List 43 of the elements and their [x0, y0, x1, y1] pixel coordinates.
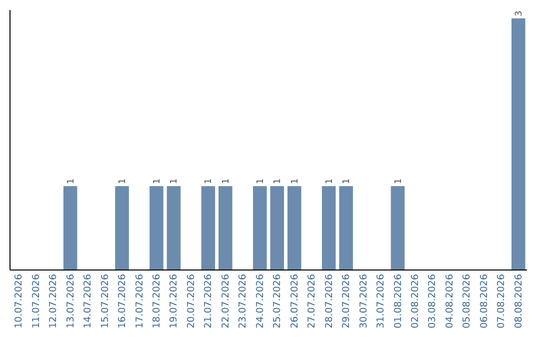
x-tick-label: 20.07.2026 — [186, 274, 197, 328]
x-tick-label: 29.07.2026 — [341, 274, 352, 328]
x-tick-label: 15.07.2026 — [100, 274, 111, 328]
data-label: 1 — [204, 178, 214, 184]
data-label: 1 — [273, 178, 284, 184]
data-label: 1 — [66, 178, 76, 184]
x-tick-label: 04.08.2026 — [444, 274, 456, 328]
x-tick-label: 10.07.2026 — [14, 274, 25, 328]
x-tick-label: 05.08.2026 — [462, 274, 473, 328]
data-label: 3 — [514, 10, 524, 16]
x-tick-label: 23.07.2026 — [238, 274, 249, 328]
data-label: 1 — [221, 178, 232, 184]
x-tick-label: 08.08.2026 — [513, 274, 524, 328]
x-tick-label: 28.07.2026 — [324, 274, 335, 328]
x-tick-label: 19.07.2026 — [168, 274, 180, 328]
x-tick-label: 11.07.2026 — [30, 274, 42, 328]
data-label: 1 — [324, 178, 335, 184]
x-tick-label: 12.07.2026 — [48, 274, 60, 328]
x-tick-label: 14.07.2026 — [82, 274, 94, 328]
x-tick-label: 03.08.2026 — [427, 274, 438, 328]
data-label: 1 — [118, 178, 128, 184]
x-tick-label: 24.07.2026 — [254, 274, 266, 328]
x-tick-label: 30.07.2026 — [358, 274, 370, 328]
x-tick-label: 01.08.2026 — [392, 274, 404, 328]
data-label: 1 — [290, 178, 300, 184]
x-tick-label: 31.07.2026 — [376, 274, 387, 328]
data-label: 1 — [152, 178, 162, 184]
x-tick-label: 25.07.2026 — [272, 274, 284, 328]
x-tick-label: 22.07.2026 — [220, 274, 232, 328]
x-tick-label: 07.08.2026 — [496, 274, 508, 328]
x-tick-label: 02.08.2026 — [410, 274, 421, 328]
data-label: 1 — [394, 178, 404, 184]
x-tick-label: 06.08.2026 — [478, 274, 490, 328]
x-tick-label: 13.07.2026 — [65, 274, 76, 328]
x-tick-label: 18.07.2026 — [151, 274, 162, 328]
x-tick-label: 17.07.2026 — [134, 274, 146, 328]
x-tick-label: 26.07.2026 — [289, 274, 300, 328]
x-tick-label: 21.07.2026 — [203, 274, 214, 328]
data-label: 1 — [342, 178, 352, 184]
x-tick-label: 27.07.2026 — [306, 274, 318, 328]
x-tick-label: 16.07.2026 — [117, 274, 128, 328]
data-label: 1 — [256, 178, 266, 184]
data-label: 1 — [170, 178, 180, 184]
